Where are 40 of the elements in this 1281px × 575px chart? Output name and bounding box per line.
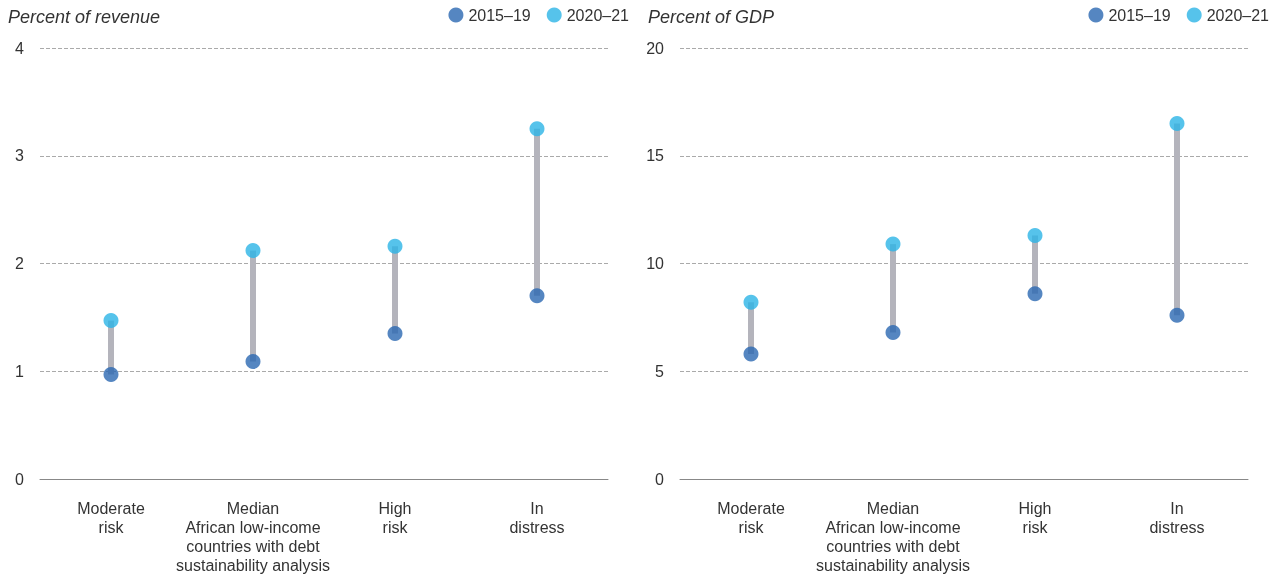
legend-label: 2015–19 — [1108, 6, 1171, 24]
point — [245, 354, 261, 370]
y-tick-label: 10 — [646, 255, 665, 272]
point — [387, 238, 403, 254]
x-tick-label: In distress — [1149, 500, 1205, 536]
point — [387, 326, 403, 342]
y-axis-title: Percent of revenue — [8, 7, 161, 27]
x-tick-label: Median African low-income countries with debt sustainability analysis — [176, 500, 330, 574]
y-tick-label: 0 — [655, 470, 665, 488]
y-tick-label: 20 — [646, 39, 665, 57]
point — [529, 288, 545, 304]
legend-label: 2020–21 — [566, 6, 630, 24]
x-tick-label: Moderate risk — [717, 500, 785, 536]
point — [529, 121, 545, 137]
x-tick-label: In distress — [509, 500, 565, 536]
point — [1169, 115, 1185, 131]
point — [1169, 307, 1185, 323]
y-tick-label: 5 — [655, 362, 665, 380]
point — [103, 313, 119, 329]
x-tick-label: High risk — [378, 500, 412, 536]
point — [103, 366, 119, 382]
y-axis-title: Percent of GDP — [648, 7, 775, 27]
y-tick-label: 15 — [646, 147, 665, 165]
point — [1027, 227, 1043, 243]
y-tick-label: 1 — [15, 362, 25, 380]
point — [743, 294, 759, 310]
x-tick-label: High risk — [1018, 500, 1052, 536]
legend-label: 2015–19 — [468, 6, 531, 24]
point — [245, 243, 261, 259]
y-tick-label: 4 — [15, 39, 25, 57]
point — [743, 346, 759, 362]
point — [885, 324, 901, 340]
y-tick-label: 0 — [15, 470, 25, 488]
y-tick-label: 3 — [15, 147, 25, 165]
x-tick-label: Median African low-income countries with debt sustainability analysis — [816, 500, 970, 574]
point — [1027, 286, 1043, 302]
point — [885, 236, 901, 252]
y-tick-label: 2 — [15, 255, 25, 272]
x-tick-label: Moderate risk — [77, 500, 145, 536]
legend-label: 2020–21 — [1206, 6, 1270, 24]
